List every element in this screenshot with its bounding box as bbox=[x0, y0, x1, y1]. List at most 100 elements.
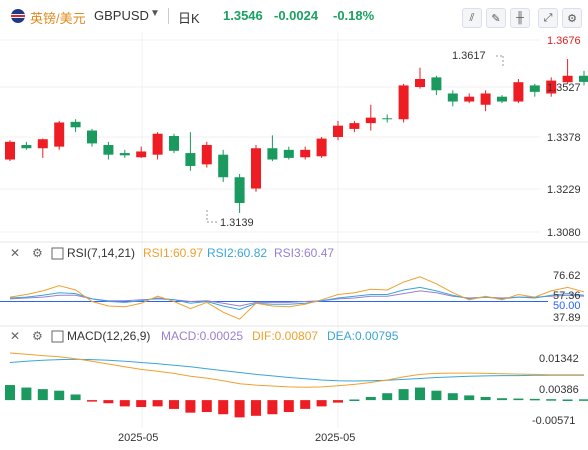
candle-body bbox=[136, 151, 147, 158]
macd-axis-label: -0.00571 bbox=[532, 415, 575, 427]
close-icon[interactable]: ✕ bbox=[10, 246, 20, 260]
candle-body bbox=[201, 145, 212, 165]
candle-body bbox=[103, 145, 114, 155]
candle-body bbox=[398, 85, 409, 120]
candle-body bbox=[283, 149, 294, 158]
candle-body bbox=[562, 75, 573, 83]
rsi2-value: RSI2:60.82 bbox=[207, 246, 267, 260]
price-axis-label: 1.3229 bbox=[547, 184, 581, 196]
candle-body bbox=[152, 133, 163, 155]
macd-axis-label: 0.00386 bbox=[539, 384, 579, 396]
period-selector[interactable]: 日K bbox=[178, 11, 200, 26]
low-price-label: 1.3139 bbox=[220, 217, 254, 229]
price-axis-label: 1.3080 bbox=[547, 227, 581, 239]
candle-body bbox=[218, 154, 229, 178]
symbol-name-cn[interactable]: 英镑/美元 bbox=[30, 11, 86, 26]
macd-histogram-bar bbox=[365, 396, 376, 401]
candle-body bbox=[5, 141, 15, 160]
macd-histogram-bar bbox=[136, 400, 147, 408]
candle-body bbox=[234, 177, 245, 204]
rsi-axis-label: 37.89 bbox=[553, 312, 581, 324]
macd-histogram-bar bbox=[70, 394, 81, 401]
macd-histogram-bar bbox=[431, 390, 442, 401]
macd-legend: ✕ ⚙ MACD(12,26,9) MACD:0.00025 DIF:0.008… bbox=[10, 329, 399, 343]
dea-line bbox=[9, 358, 585, 382]
high-price-label: 1.3617 bbox=[452, 50, 486, 62]
candle-body bbox=[267, 148, 278, 160]
chevron-down-icon[interactable]: ▼ bbox=[150, 8, 160, 19]
close-icon[interactable]: ✕ bbox=[10, 329, 20, 343]
macd-histogram-bar bbox=[333, 400, 343, 403]
macd-histogram-bar bbox=[218, 400, 229, 415]
macd-histogram-bar bbox=[5, 385, 15, 401]
macd-histogram-bar bbox=[251, 400, 261, 416]
header-bar: 英镑/美元 GBPUSD ▼ 日K 1.3546 -0.0024 -0.18% … bbox=[0, 0, 588, 32]
macd-histogram-bar bbox=[169, 400, 179, 409]
macd-value: MACD:0.00025 bbox=[161, 329, 243, 343]
gear-icon[interactable]: ⚙ bbox=[32, 246, 43, 260]
candle-body bbox=[316, 138, 327, 157]
macd-histogram-bar bbox=[529, 398, 540, 401]
candle-body bbox=[497, 96, 507, 102]
rsi-lines bbox=[0, 276, 585, 320]
macd-histogram-bar bbox=[447, 393, 458, 401]
price-axis-label: 1.3527 bbox=[547, 82, 581, 94]
candlestick-series bbox=[5, 59, 588, 213]
macd-histogram-bar bbox=[562, 399, 573, 401]
candle-body bbox=[169, 136, 179, 151]
macd-histogram-bar bbox=[283, 400, 294, 413]
candle-body bbox=[333, 125, 343, 137]
candle-body bbox=[415, 78, 425, 88]
macd-histogram-bar bbox=[579, 399, 588, 401]
price-axis: 1.3676 1.3527 1.3378 1.3229 1.3080 bbox=[547, 35, 581, 239]
macd-histogram-bar bbox=[54, 390, 65, 401]
macd-histogram-bar bbox=[185, 400, 196, 413]
candle-body bbox=[251, 148, 261, 189]
candle-body bbox=[382, 118, 393, 120]
rsi-legend: ✕ ⚙ RSI(7,14,21) RSI1:60.97 RSI2:60.82 R… bbox=[10, 246, 334, 260]
time-axis-label: 2025-05 bbox=[118, 432, 158, 444]
candle-body bbox=[300, 149, 311, 158]
candle-body bbox=[70, 121, 81, 128]
divider bbox=[168, 8, 169, 24]
indicator-icon[interactable]: ⫽ bbox=[462, 8, 482, 28]
settings-icon[interactable]: ⚙ bbox=[562, 8, 582, 28]
candle-body bbox=[546, 80, 557, 94]
collapse-icon[interactable] bbox=[51, 247, 64, 260]
dif-line bbox=[9, 352, 585, 388]
candle-type-icon[interactable]: ╫ bbox=[510, 8, 530, 28]
collapse-icon[interactable] bbox=[51, 330, 64, 343]
fullscreen-icon[interactable]: ⤢ bbox=[538, 8, 558, 28]
time-axis-label: 2025-05 bbox=[315, 432, 355, 444]
last-price: 1.3546 bbox=[223, 8, 263, 23]
rsi3-value: RSI3:60.47 bbox=[274, 246, 334, 260]
gear-icon[interactable]: ⚙ bbox=[32, 329, 43, 343]
candle-body bbox=[513, 82, 524, 102]
rsi1-line bbox=[9, 276, 585, 320]
candle-body bbox=[87, 130, 97, 144]
macd-histogram-bar bbox=[234, 400, 245, 418]
price-annotations: 1.3617 1.3139 bbox=[206, 50, 504, 229]
macd-histogram-bar bbox=[464, 395, 475, 401]
macd-histogram-bar bbox=[382, 393, 393, 401]
candle-body bbox=[480, 93, 491, 105]
dea-value: DEA:0.00795 bbox=[327, 329, 399, 343]
macd-histogram-bar bbox=[480, 396, 491, 401]
draw-icon[interactable]: ✎ bbox=[486, 8, 506, 28]
macd-axis-label: 0.01342 bbox=[539, 353, 579, 365]
symbol-code[interactable]: GBPUSD bbox=[94, 8, 149, 23]
macd-histogram-bar bbox=[316, 400, 327, 407]
candle-body bbox=[54, 122, 65, 147]
candle-body bbox=[37, 139, 48, 149]
price-change-pct: -0.18% bbox=[333, 8, 375, 23]
rsi2-line bbox=[9, 286, 585, 311]
candle-body bbox=[464, 96, 475, 102]
time-axis: 2025-05 2025-05 bbox=[118, 432, 355, 444]
candle-body bbox=[185, 153, 196, 166]
price-axis-label: 1.3378 bbox=[547, 132, 581, 144]
candle-body bbox=[529, 85, 540, 92]
candle-body bbox=[21, 145, 32, 149]
macd-histogram-bar bbox=[201, 400, 212, 413]
macd-histogram-bar bbox=[21, 387, 32, 401]
